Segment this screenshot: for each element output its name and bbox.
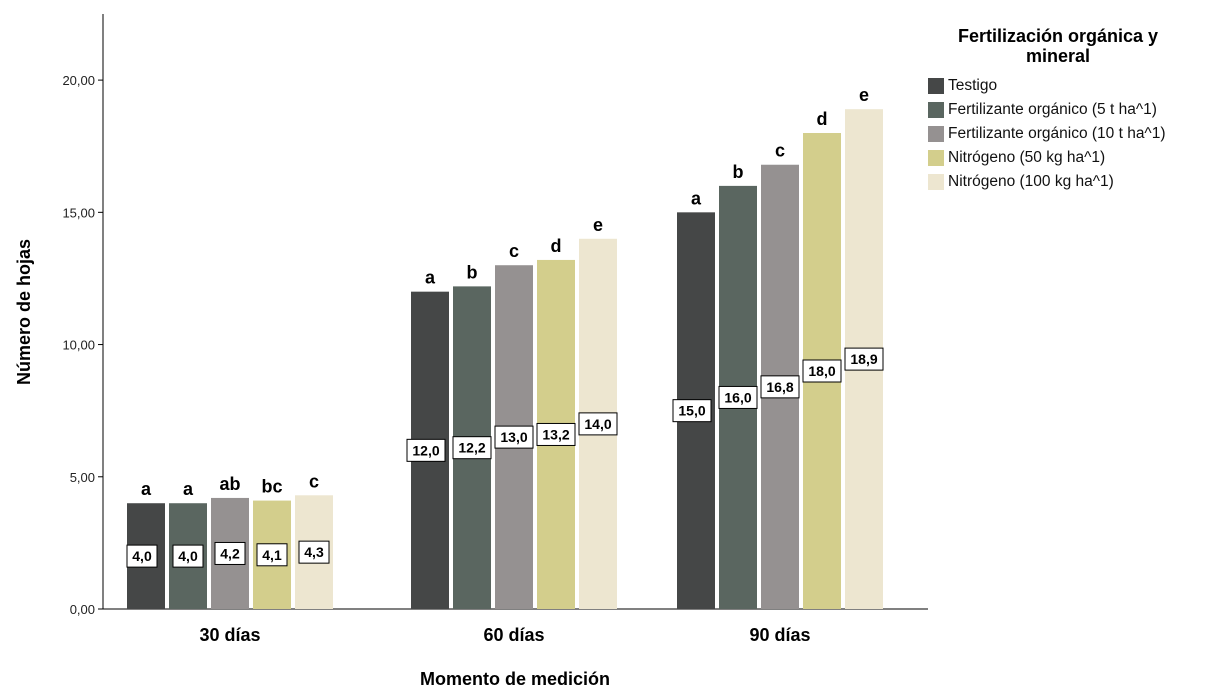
value-labels: 4,0 4,0 4,2 4,1 4,3 12,0 12,2 13,0 13,2 14,0 15,0 1… [126, 347, 884, 568]
value-label-box [256, 543, 288, 567]
value-label: 4,2 [220, 545, 240, 561]
legend-item: Nitrógeno (50 kg ha^1) [928, 146, 1218, 170]
legend-label: Fertilizante orgánico (10 t ha^1) [948, 125, 1166, 142]
value-label-box [126, 544, 158, 568]
value-label-box [578, 412, 618, 436]
significance-letter: c [775, 141, 785, 161]
significance-letter: a [691, 188, 702, 208]
value-label: 4,0 [178, 548, 198, 564]
y-tick-label: 15,00 [62, 205, 95, 220]
value-label: 18,9 [850, 351, 877, 367]
value-label-box [844, 347, 884, 371]
significance-letter: a [425, 268, 436, 288]
legend-swatch [928, 150, 944, 166]
legend-title: Fertilización orgánica y mineral [957, 26, 1159, 66]
significance-letter: b [733, 162, 744, 182]
value-label: 15,0 [678, 403, 705, 419]
significance-letter: d [817, 109, 828, 129]
legend-label: Testigo [948, 77, 998, 94]
legend-swatch [928, 126, 944, 142]
value-label-box [298, 540, 330, 564]
legend-item: Testigo [928, 74, 1218, 98]
value-label: 16,8 [766, 379, 793, 395]
x-axis-title: Momento de medición [420, 669, 610, 688]
x-tick-label: 30 días [199, 625, 260, 645]
value-label: 4,0 [132, 548, 152, 564]
significance-letter: c [309, 471, 319, 491]
value-label: 4,3 [304, 544, 324, 560]
bars [127, 109, 883, 610]
legend-label: Nitrógeno (50 kg ha^1) [948, 149, 1106, 166]
significance-letter: a [141, 479, 152, 499]
y-axis: 0,00 5,00 10,00 15,00 20,00 [62, 14, 104, 617]
significance-letter: a [183, 479, 194, 499]
y-tick-label: 5,00 [70, 470, 95, 485]
value-label-box [494, 425, 534, 449]
value-label-box [802, 359, 842, 383]
y-tick-label: 0,00 [70, 602, 95, 617]
value-label-box [760, 375, 800, 399]
legend: Fertilización orgánica y mineral Testigo… [928, 26, 1218, 194]
significance-letter: ab [219, 474, 240, 494]
legend-label: Fertilizante orgánico (5 t ha^1) [948, 101, 1157, 118]
x-axis: 30 días 60 días 90 días [103, 608, 928, 645]
value-label-box [718, 385, 758, 409]
legend-swatch [928, 174, 944, 190]
legend-label: Nitrógeno (100 kg ha^1) [948, 173, 1114, 190]
value-label: 12,2 [458, 440, 485, 456]
significance-letter: e [593, 215, 603, 235]
value-label: 14,0 [584, 416, 611, 432]
significance-letter: d [551, 236, 562, 256]
value-label-box [214, 541, 246, 565]
significance-letter: b [467, 262, 478, 282]
value-label-box [406, 438, 446, 462]
legend-swatch [928, 102, 944, 118]
value-label: 18,0 [808, 363, 835, 379]
y-tick-label: 10,00 [62, 338, 95, 353]
significance-letter: bc [261, 477, 282, 497]
value-label-box [172, 544, 204, 568]
legend-swatch [928, 78, 944, 94]
value-label: 16,0 [724, 389, 751, 405]
significance-letter: e [859, 85, 869, 105]
significance-letter: c [509, 241, 519, 261]
value-label: 13,2 [542, 426, 569, 442]
legend-item: Fertilizante orgánico (5 t ha^1) [928, 98, 1218, 122]
value-label: 12,0 [412, 442, 439, 458]
value-label-box [536, 422, 576, 446]
x-tick-label: 90 días [749, 625, 810, 645]
value-label: 13,0 [500, 429, 527, 445]
value-label: 4,1 [262, 547, 282, 563]
y-axis-title: Número de hojas [14, 239, 34, 385]
x-tick-label: 60 días [483, 625, 544, 645]
legend-item: Nitrógeno (100 kg ha^1) [928, 170, 1218, 194]
legend-item: Fertilizante orgánico (10 t ha^1) [928, 122, 1218, 146]
y-tick-label: 20,00 [62, 73, 95, 88]
legend-list: Testigo Fertilizante orgánico (5 t ha^1) F… [928, 74, 1218, 194]
value-label-box [672, 399, 712, 423]
value-label-box [452, 436, 492, 460]
